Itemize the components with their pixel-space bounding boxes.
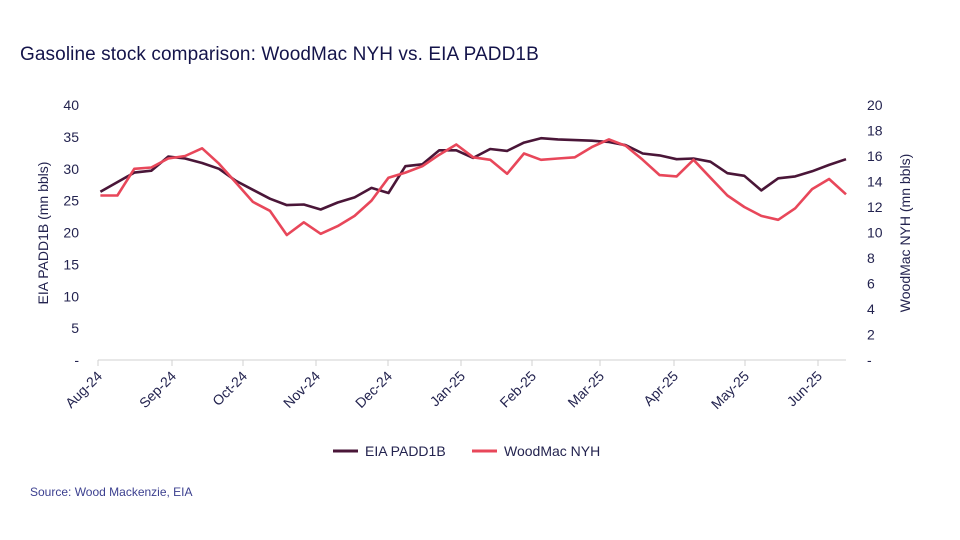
y-right-tick-label: 14 bbox=[867, 174, 883, 190]
x-tick-label: May-25 bbox=[708, 368, 752, 412]
y-right-tick-label: 20 bbox=[867, 97, 883, 113]
x-tick-label: Mar-25 bbox=[564, 368, 607, 411]
x-tick-label: Aug-24 bbox=[62, 368, 105, 411]
x-tick-label: Feb-25 bbox=[496, 368, 539, 411]
y-right-tick-label: 16 bbox=[867, 148, 883, 164]
y-right-tick-label: 2 bbox=[867, 327, 875, 343]
y-left-tick-label: 40 bbox=[63, 97, 79, 113]
x-tick-label: Nov-24 bbox=[280, 368, 323, 411]
y-left-tick-label: 10 bbox=[63, 288, 79, 304]
x-tick-label: Jan-25 bbox=[427, 368, 469, 410]
y-left-tick-label: 35 bbox=[63, 129, 79, 145]
x-tick-label: Dec-24 bbox=[352, 368, 395, 411]
y-left-tick-label: - bbox=[74, 352, 79, 368]
y-right-tick-label: 8 bbox=[867, 250, 875, 266]
y-left-tick-label: 20 bbox=[63, 225, 79, 241]
y-right-tick-label: 12 bbox=[867, 199, 883, 215]
y-right-tick-label: 10 bbox=[867, 225, 883, 241]
y-left-axis-label: EIA PADD1B (mn bbls) bbox=[35, 162, 51, 305]
y-left-tick-label: 25 bbox=[63, 193, 79, 209]
legend-label: WoodMac NYH bbox=[504, 443, 600, 459]
chart-title: Gasoline stock comparison: WoodMac NYH v… bbox=[20, 44, 539, 65]
series-line-woodmac-nyh bbox=[100, 138, 847, 237]
y-right-tick-label: 6 bbox=[867, 276, 875, 292]
x-tick-label: Oct-24 bbox=[209, 368, 250, 409]
y-left-tick-label: 30 bbox=[63, 161, 79, 177]
y-right-tick-label: - bbox=[867, 352, 872, 368]
y-right-tick-label: 4 bbox=[867, 301, 875, 317]
legend-label: EIA PADD1B bbox=[365, 443, 446, 459]
y-left-tick-label: 5 bbox=[71, 320, 79, 336]
y-right-tick-label: 18 bbox=[867, 123, 883, 139]
y-right-axis-label: WoodMac NYH (mn bbls) bbox=[897, 154, 913, 312]
x-tick-label: Apr-25 bbox=[640, 368, 681, 409]
x-tick-label: Jun-25 bbox=[784, 368, 826, 410]
x-tick-label: Sep-24 bbox=[136, 368, 179, 411]
source-note: Source: Wood Mackenzie, EIA bbox=[30, 485, 193, 499]
y-left-tick-label: 15 bbox=[63, 256, 79, 272]
